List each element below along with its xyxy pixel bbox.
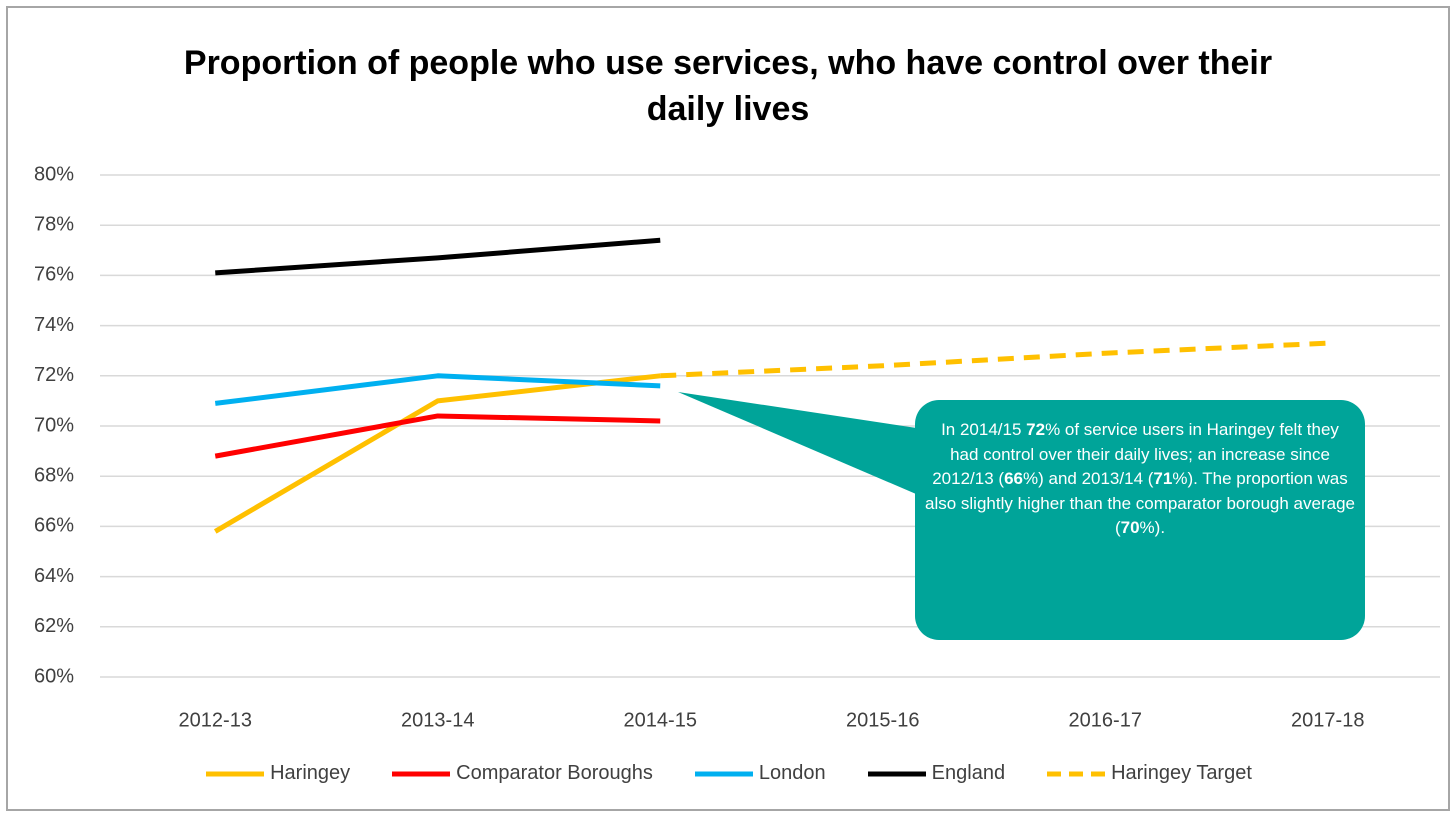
series-line (214, 413, 661, 459)
y-tick-label: 68% (34, 464, 74, 486)
legend-label: London (758, 762, 826, 784)
annotation-pointer (678, 392, 930, 500)
x-tick-label: 2015-16 (846, 709, 919, 731)
legend-label: Comparator Boroughs (456, 762, 653, 784)
series-line (215, 237, 661, 276)
legend-item: Comparator Boroughs (390, 762, 653, 785)
legend-label: Haringey (270, 762, 351, 784)
legend-item: Haringey (204, 762, 350, 785)
annotation-box (915, 400, 1365, 640)
legend-item: England (866, 762, 1005, 785)
legend-item: London (693, 762, 826, 785)
x-tick-label: 2017-18 (1291, 709, 1364, 731)
y-tick-label: 72% (34, 364, 74, 386)
series-line (214, 373, 661, 406)
y-tick-label: 60% (34, 665, 74, 687)
legend-label: England (931, 762, 1006, 784)
annotation-part: 72 (1026, 420, 1046, 439)
y-tick-label: 80% (34, 163, 74, 185)
chart-frame (6, 6, 1450, 811)
annotation-part: % of service users in Haringey felt they… (932, 420, 1339, 488)
annotation-part: %). The proportion was also slightly hig… (925, 469, 1355, 537)
x-tick-label: 2012-13 (179, 709, 252, 731)
y-tick-label: 74% (34, 314, 74, 336)
y-tick-label: 76% (34, 264, 74, 286)
annotation-part: 66 (1004, 469, 1023, 488)
legend-swatch (1047, 771, 1106, 776)
annotation-part: In 2014/15 (941, 420, 1027, 439)
y-tick-label: 78% (34, 213, 74, 235)
legend-item: Haringey Target (1045, 762, 1252, 785)
legend-swatch (867, 771, 926, 776)
y-tick-label: 62% (34, 615, 74, 637)
series-line (213, 373, 661, 534)
annotation-part: 70 (1120, 518, 1140, 537)
series-line (660, 340, 1328, 379)
annotation-part: %). (1139, 518, 1166, 537)
x-tick-label: 2014-15 (624, 709, 697, 731)
x-tick-label: 2016-17 (1069, 709, 1142, 731)
annotation-text: In 2014/15 72% of service users in Harin… (925, 418, 1355, 541)
y-tick-label: 70% (34, 414, 74, 436)
legend-swatch (392, 771, 451, 776)
y-tick-label: 66% (34, 515, 74, 537)
legend-swatch (206, 771, 265, 776)
legend-label: Haringey Target (1111, 762, 1252, 784)
x-tick-label: 2013-14 (401, 709, 474, 731)
annotation-part: 71 (1153, 469, 1173, 488)
annotation-part: %) and 2013/14 ( (1022, 469, 1154, 488)
chart-title: Proportion of people who use services, w… (183, 44, 1273, 128)
legend-swatch (694, 771, 753, 776)
legend: Haringey Comparator Boroughs London England… (0, 762, 1456, 785)
y-tick-label: 64% (34, 565, 74, 587)
